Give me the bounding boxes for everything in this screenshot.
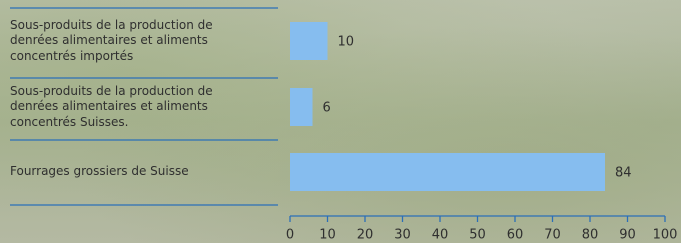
- x-tick-label: 50: [469, 228, 486, 243]
- x-tick-label: 100: [653, 228, 678, 243]
- bar: [290, 88, 313, 126]
- x-tick-label: 80: [582, 228, 599, 243]
- x-tick-label: 10: [319, 228, 336, 243]
- category-label: Fourrages grossiers de Suisse: [10, 164, 250, 180]
- bar: [290, 22, 328, 60]
- value-label: 6: [323, 101, 331, 116]
- x-tick-label: 30: [394, 228, 411, 243]
- chart: 0 10 20 30 40 50 60 70 80 90 100 10 6 84 Sous-produit…: [0, 0, 681, 243]
- value-label: 10: [338, 35, 355, 50]
- category-label: Sous-produits de la production de denrée…: [10, 84, 250, 131]
- x-tick-label: 60: [507, 228, 524, 243]
- x-tick-label: 70: [544, 228, 561, 243]
- x-tick-label: 0: [286, 228, 294, 243]
- x-tick-label: 20: [357, 228, 374, 243]
- x-tick-label: 90: [619, 228, 636, 243]
- x-tick-label: 40: [432, 228, 449, 243]
- category-label: Sous-produits de la production de denrée…: [10, 18, 250, 65]
- value-label: 84: [615, 166, 632, 181]
- bar: [290, 153, 605, 191]
